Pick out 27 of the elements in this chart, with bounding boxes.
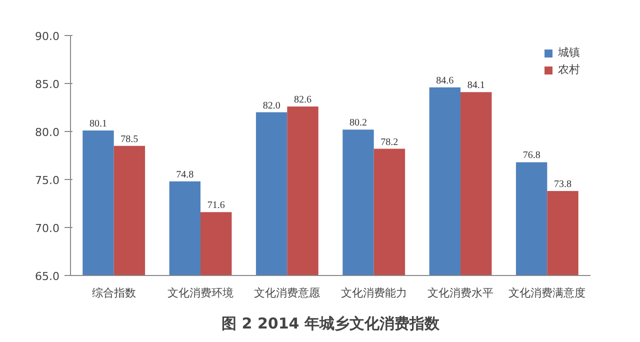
data-label: 84.6 [436, 75, 454, 86]
x-tick-label: 文化消费意愿 [254, 286, 320, 300]
legend-label: 农村 [558, 62, 580, 77]
data-label: 71.6 [207, 200, 225, 212]
x-tick-label: 文化消费水平 [428, 286, 494, 300]
x-tick-label: 文化消费能力 [340, 286, 407, 300]
x-tick-label: 文化消费满意度 [508, 286, 586, 300]
y-tick-label: 75.0 [35, 174, 60, 187]
x-tick-label: 文化消费环境 [168, 286, 234, 300]
data-label: 78.5 [120, 134, 138, 145]
data-label: 74.8 [176, 169, 194, 180]
legend-label: 城镇 [558, 45, 580, 60]
x-tick-label: 综合指数 [92, 286, 136, 300]
data-label: 80.2 [349, 118, 367, 129]
data-label: 80.1 [89, 118, 107, 130]
data-label: 76.8 [522, 150, 540, 162]
y-tick-label: 90.0 [35, 30, 60, 43]
data-label: 84.1 [467, 80, 485, 92]
data-label: 82.6 [294, 94, 312, 106]
y-tick-label: 65.0 [35, 270, 60, 283]
data-label: 82.0 [262, 100, 280, 112]
data-label: 78.2 [380, 136, 398, 148]
y-tick-label: 70.0 [35, 222, 60, 235]
text: 图 2 2014 年城乡文化消费指数 [222, 314, 440, 332]
data-label: 73.8 [554, 179, 572, 190]
y-tick-label: 85.0 [35, 78, 60, 91]
y-tick-label: 80.0 [35, 126, 60, 139]
